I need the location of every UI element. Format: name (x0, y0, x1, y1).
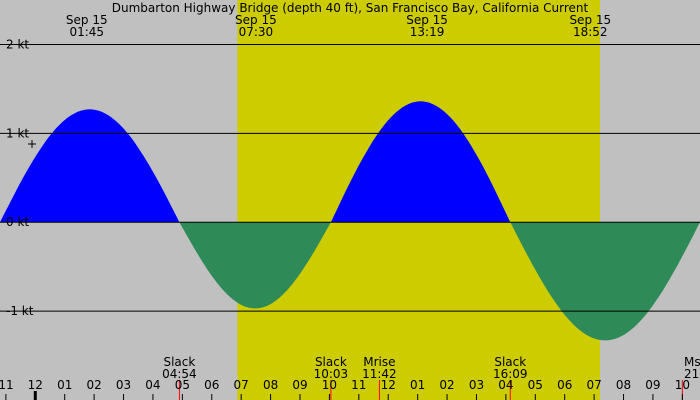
ebb-area (179, 222, 331, 309)
event-time: 11:42 (362, 367, 397, 381)
hour-tick-label: 06 (557, 378, 572, 392)
hour-tick-label: 07 (586, 378, 601, 392)
hour-axis: 11 12 01 02 03 04 05 06 07 08 09 10 11 12 01 02 03 04 05 06… (0, 378, 690, 400)
event-name: Slack (494, 355, 526, 369)
hour-tick-label: 03 (116, 378, 131, 392)
flood-area (330, 101, 511, 223)
event-name: Ms (684, 355, 700, 369)
hour-tick-label: 06 (204, 378, 219, 392)
ebb-area (510, 222, 700, 341)
event-name: Slack (163, 355, 195, 369)
hour-tick-label: 10 (322, 378, 337, 392)
hour-tick-label: 11 (0, 378, 14, 392)
extreme-time: 07:30 (239, 25, 274, 39)
extreme-date: Sep 15 (569, 13, 611, 27)
y-axis-labels: 2 kt 1 kt 0 kt -1 kt (6, 37, 34, 318)
extreme-time: 13:19 (410, 25, 445, 39)
hour-tick-label: 04 (498, 378, 513, 392)
extreme-date: Sep 15 (235, 13, 277, 27)
hour-tick-label: 10 (675, 378, 690, 392)
event-time: 16:09 (493, 367, 528, 381)
hour-tick-label: 01 (57, 378, 72, 392)
hour-tick-label: 04 (145, 378, 160, 392)
hour-tick-label: 02 (439, 378, 454, 392)
y-tick-label: 0 kt (6, 215, 29, 229)
hour-tick-label: 11 (351, 378, 366, 392)
extreme-date: Sep 15 (406, 13, 448, 27)
hour-tick-label: 01 (410, 378, 425, 392)
event-time: 21: (684, 367, 700, 381)
hour-tick-label: 07 (234, 378, 249, 392)
y-gridlines (0, 43, 700, 312)
extreme-date: Sep 15 (66, 13, 108, 27)
hour-tick-label: 09 (645, 378, 660, 392)
hour-tick-label: 12 (381, 378, 396, 392)
y-tick-label: 1 kt (6, 126, 29, 140)
hour-tick-label: 05 (175, 378, 190, 392)
event-time: 04:54 (162, 367, 197, 381)
chart-title: Dumbarton Highway Bridge (depth 40 ft), … (112, 1, 589, 15)
extreme-time: 01:45 (69, 25, 104, 39)
flood-area (0, 109, 180, 223)
extreme-time: 18:52 (573, 25, 608, 39)
hour-tick-label: 08 (616, 378, 631, 392)
y-tick-label: -1 kt (6, 304, 34, 318)
current-areas (0, 101, 700, 341)
hour-tick-label: 02 (86, 378, 101, 392)
event-name: Slack (315, 355, 347, 369)
event-time: 10:03 (314, 367, 349, 381)
event-labels: Slack04:54Slack10:03Mrise11:42Slack16:09… (162, 355, 700, 400)
hour-tick-label: 03 (469, 378, 484, 392)
hour-tick-label: 12 (28, 378, 43, 392)
hour-tick-label: 05 (528, 378, 543, 392)
hour-tick-label: 08 (263, 378, 278, 392)
y-tick-label: 2 kt (6, 37, 29, 51)
hour-tick-label: 09 (292, 378, 307, 392)
event-name: Mrise (363, 355, 395, 369)
